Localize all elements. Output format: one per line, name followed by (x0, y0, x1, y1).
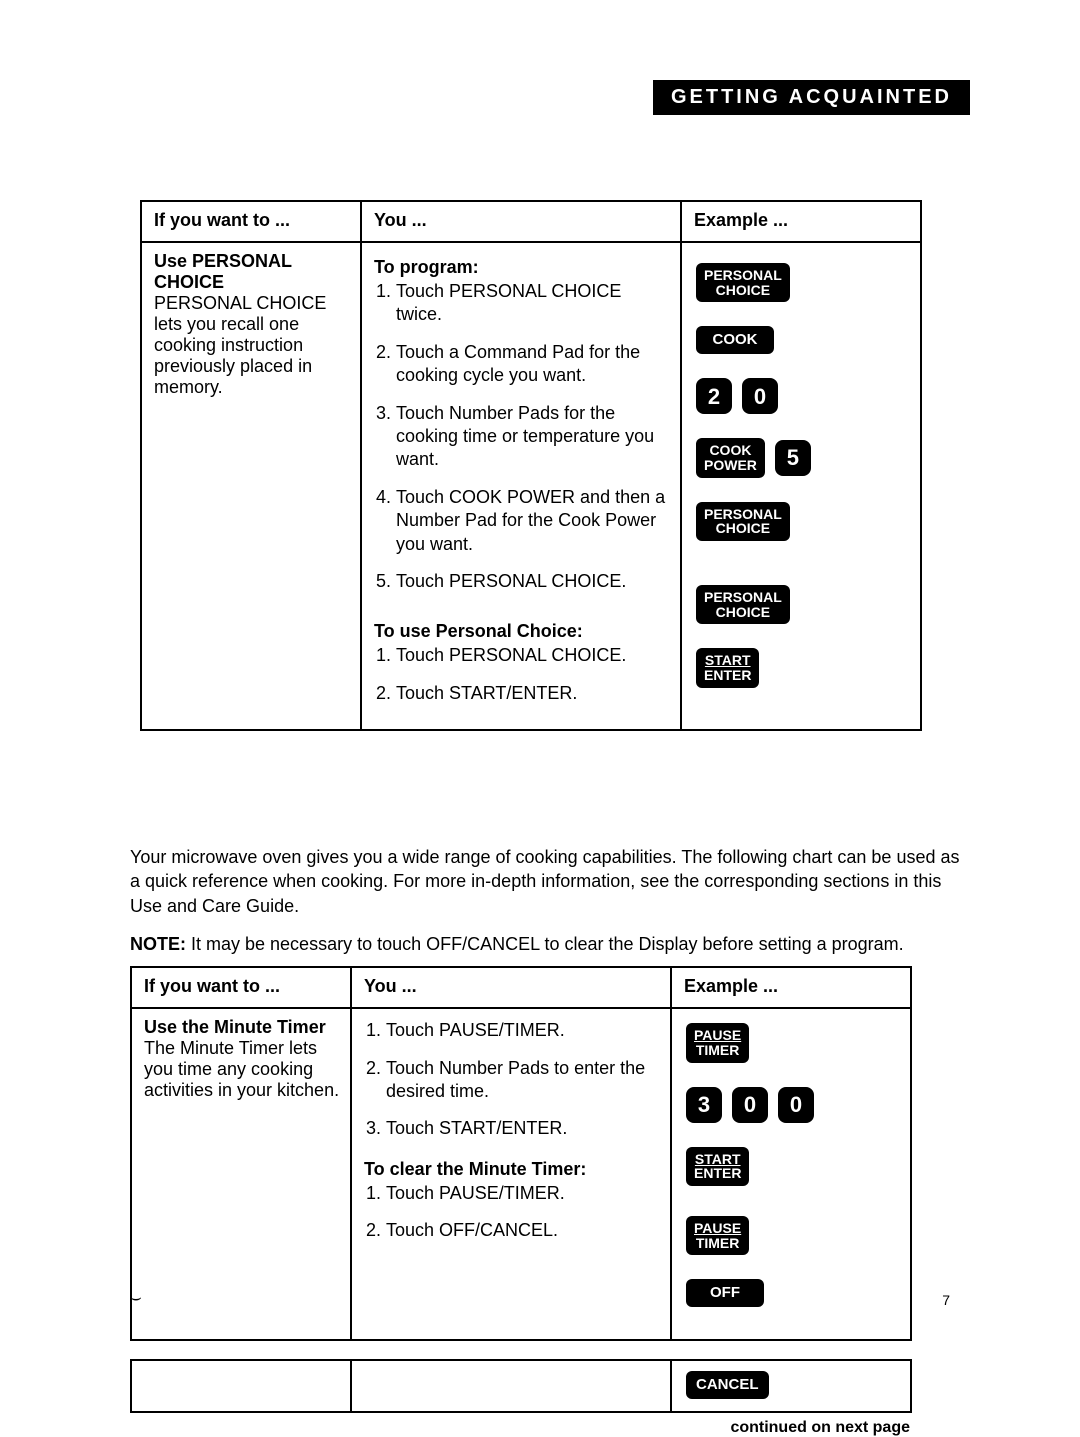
pad-line1: PERSONAL (704, 507, 782, 522)
empty-cell (131, 1360, 351, 1412)
pad-line2: ENTER (704, 668, 751, 683)
intro-paragraph: Your microwave oven gives you a wide ran… (130, 845, 960, 918)
col-header-example: Example ... (671, 967, 911, 1008)
timer-step: Touch START/ENTER. (386, 1117, 660, 1140)
use-steps: Touch PERSONAL CHOICE. Touch START/ENTER… (374, 644, 670, 705)
instructions-cell: To program: Touch PERSONAL CHOICE twice.… (361, 242, 681, 730)
example-cell: PERSONAL CHOICE COOK 2 0 (681, 242, 921, 730)
pad-line2: POWER (704, 458, 757, 473)
num-pad-2: 2 (696, 378, 732, 414)
pause-timer-pad: PAUSE TIMER (686, 1216, 749, 1255)
num-pad-0: 0 (742, 378, 778, 414)
note-text: It may be necessary to touch OFF/CANCEL … (186, 934, 904, 954)
program-step: Touch PERSONAL CHOICE twice. (396, 280, 670, 327)
note-label: NOTE: (130, 934, 186, 954)
col-header-example: Example ... (681, 201, 921, 242)
col-header-want: If you want to ... (141, 201, 361, 242)
program-step: Touch Number Pads for the cooking time o… (396, 402, 670, 472)
program-step: Touch COOK POWER and then a Number Pad f… (396, 486, 670, 556)
timer-step: Touch PAUSE/TIMER. (386, 1019, 660, 1042)
personal-choice-table: If you want to ... You ... Example ... U… (140, 200, 922, 731)
example-cell-tail: CANCEL (671, 1360, 911, 1412)
start-enter-pad: START ENTER (686, 1147, 749, 1186)
feature-cell: Use PERSONAL CHOICE PERSONAL CHOICE lets… (141, 242, 361, 730)
pad-line2: CHOICE (716, 283, 770, 298)
feature-cell: Use the Minute Timer The Minute Timer le… (131, 1008, 351, 1340)
clear-step: Touch OFF/CANCEL. (386, 1219, 660, 1242)
page: GETTING ACQUAINTED If you want to ... Yo… (0, 0, 1080, 1348)
to-clear-head: To clear the Minute Timer: (364, 1159, 660, 1180)
pad-line1: PAUSE (694, 1221, 741, 1236)
pad-line1: COOK (709, 443, 751, 458)
continued-note: continued on next page (130, 1419, 910, 1437)
start-enter-pad: START ENTER (696, 648, 759, 687)
cook-pad: COOK (696, 326, 774, 354)
pad-line1: START (705, 653, 751, 668)
feature-desc: PERSONAL CHOICE lets you recall one cook… (154, 293, 350, 398)
program-steps: Touch PERSONAL CHOICE twice. Touch a Com… (374, 280, 670, 593)
cancel-pad: CANCEL (686, 1371, 769, 1399)
personal-choice-pad: PERSONAL CHOICE (696, 502, 790, 541)
col-header-want: If you want to ... (131, 967, 351, 1008)
page-number: 7 (942, 1292, 950, 1308)
pad-line1: START (695, 1152, 741, 1167)
pad-line2: TIMER (696, 1236, 740, 1251)
cook-power-pad: COOK POWER (696, 438, 765, 477)
clear-steps: Touch PAUSE/TIMER. Touch OFF/CANCEL. (364, 1182, 660, 1243)
col-header-you: You ... (351, 967, 671, 1008)
use-step: Touch PERSONAL CHOICE. (396, 644, 670, 667)
clear-step: Touch PAUSE/TIMER. (386, 1182, 660, 1205)
feature-desc: The Minute Timer lets you time any cooki… (144, 1038, 340, 1101)
section-header: GETTING ACQUAINTED (653, 80, 970, 115)
feature-title: Use PERSONAL CHOICE (154, 251, 350, 293)
num-pad-3: 3 (686, 1087, 722, 1123)
empty-cell (351, 1360, 671, 1412)
pad-line1: PAUSE (694, 1028, 741, 1043)
to-program-head: To program: (374, 257, 670, 278)
note-paragraph: NOTE: It may be necessary to touch OFF/C… (130, 932, 960, 956)
use-step: Touch START/ENTER. (396, 682, 670, 705)
personal-choice-pad: PERSONAL CHOICE (696, 263, 790, 302)
num-pad-0: 0 (732, 1087, 768, 1123)
program-step: Touch PERSONAL CHOICE. (396, 570, 670, 593)
personal-choice-table-wrap: If you want to ... You ... Example ... U… (140, 190, 920, 731)
off-pad: OFF (686, 1279, 764, 1307)
pad-line2: TIMER (696, 1043, 740, 1058)
minute-timer-table: If you want to ... You ... Example ... U… (130, 966, 912, 1341)
personal-choice-pad: PERSONAL CHOICE (696, 585, 790, 624)
feature-title: Use the Minute Timer (144, 1017, 340, 1038)
pad-line2: CHOICE (716, 521, 770, 536)
instructions-cell: Touch PAUSE/TIMER. Touch Number Pads to … (351, 1008, 671, 1340)
timer-steps: Touch PAUSE/TIMER. Touch Number Pads to … (364, 1019, 660, 1141)
program-step: Touch a Command Pad for the cooking cycl… (396, 341, 670, 388)
pad-line2: ENTER (694, 1166, 741, 1181)
scan-artifact: ⌣ (130, 1287, 142, 1308)
num-pad-5: 5 (775, 440, 811, 476)
timer-step: Touch Number Pads to enter the desired t… (386, 1057, 660, 1104)
pause-timer-pad: PAUSE TIMER (686, 1023, 749, 1062)
num-pad-0: 0 (778, 1087, 814, 1123)
to-use-head: To use Personal Choice: (374, 621, 670, 642)
col-header-you: You ... (361, 201, 681, 242)
pad-line1: PERSONAL (704, 268, 782, 283)
pad-line2: CHOICE (716, 605, 770, 620)
minute-timer-table-tail: CANCEL (130, 1359, 912, 1413)
pad-line1: PERSONAL (704, 590, 782, 605)
example-cell: PAUSE TIMER 3 0 0 START ENTER (671, 1008, 911, 1340)
